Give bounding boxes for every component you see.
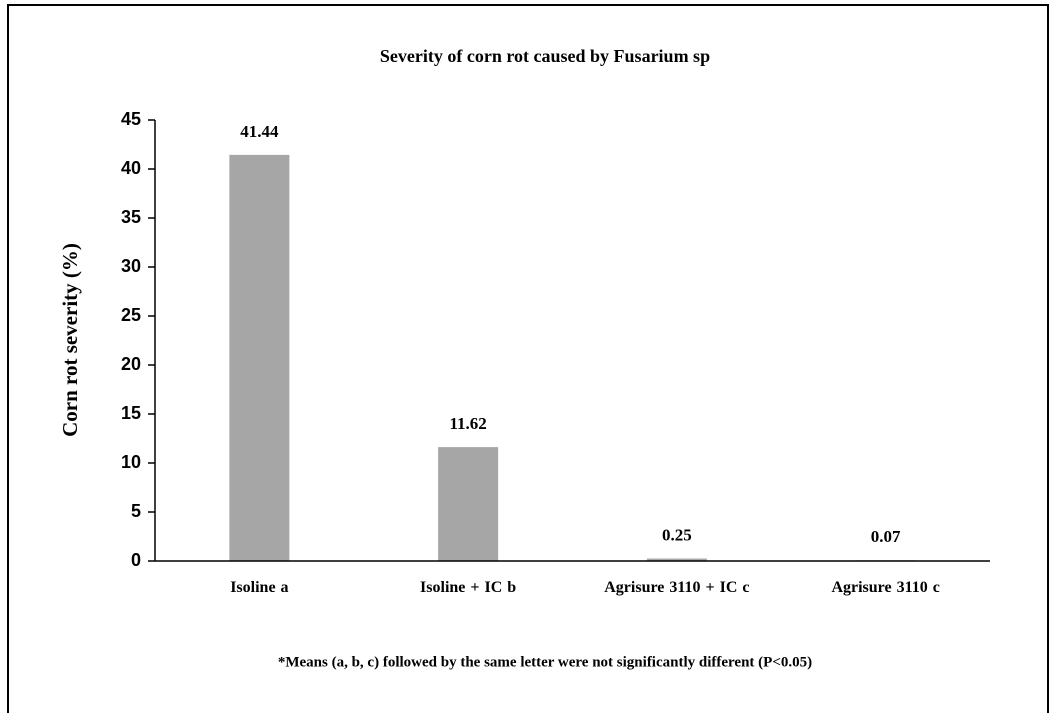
- y-tick-label: 30: [121, 256, 141, 276]
- y-tick-label: 35: [121, 207, 141, 227]
- x-tick-label: Isoline + IC b: [420, 579, 517, 596]
- bar: [646, 558, 707, 561]
- bar: [438, 447, 499, 561]
- value-label: 0.07: [871, 527, 901, 546]
- footnote: *Means (a, b, c) followed by the same le…: [278, 654, 812, 670]
- y-axis-label: Corn rot severity (%): [58, 243, 82, 437]
- y-tick-label: 25: [121, 305, 141, 325]
- y-tick-label: 45: [121, 109, 141, 129]
- frame: [7, 4, 1049, 713]
- x-tick-label: Agrisure 3110 c: [831, 579, 940, 596]
- y-tick-label: 40: [121, 158, 141, 178]
- value-label: 11.62: [449, 414, 486, 433]
- y-tick-label: 0: [131, 550, 141, 570]
- value-label: 0.25: [662, 525, 692, 544]
- y-tick-label: 20: [121, 354, 141, 374]
- x-tick-label: Agrisure 3110 + IC c: [604, 579, 750, 596]
- x-tick-label: Isoline a: [230, 579, 289, 596]
- bar: [229, 154, 290, 561]
- y-tick-label: 5: [131, 501, 141, 521]
- chart-title: Severity of corn rot caused by Fusarium …: [380, 46, 710, 66]
- value-label: 41.44: [240, 122, 279, 141]
- y-tick-label: 15: [121, 403, 141, 423]
- y-tick-label: 10: [121, 452, 141, 472]
